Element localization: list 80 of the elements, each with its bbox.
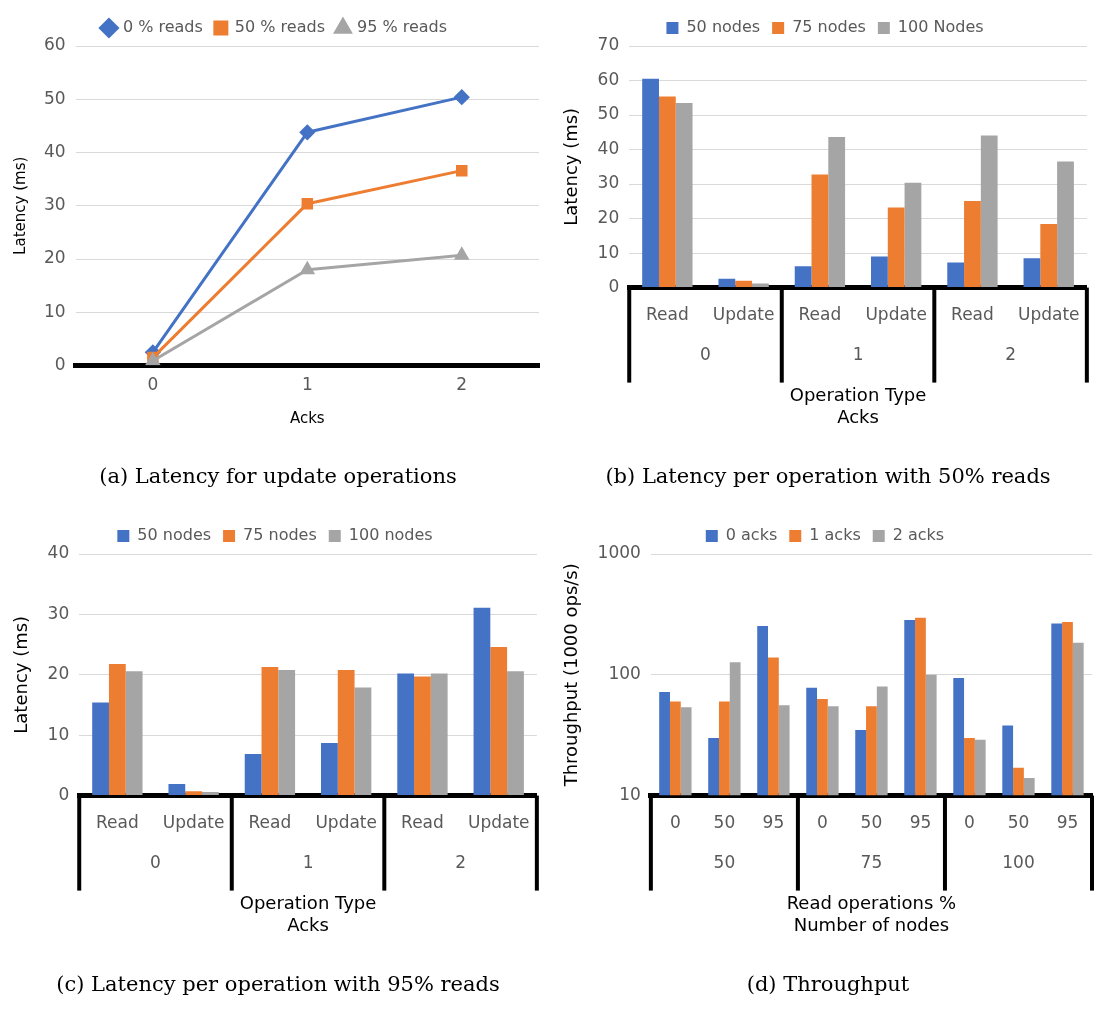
y-tick-label: 10 [619,784,641,805]
y-tick-label: 20 [597,206,620,227]
text: 2 [1005,344,1016,365]
x-tick-label: 95 [762,812,785,833]
y-tick-label: 10 [597,241,620,262]
x-tick-label: 95 [1056,812,1079,833]
x-tick-label: Update [865,304,927,325]
y-tick-label: 50 [597,103,620,124]
legend-label: 50 nodes [137,525,212,545]
y-tick-label: 40 [597,137,620,158]
y-tick-label: 10 [47,723,70,744]
legend-label: 100 nodes [348,525,433,545]
x-axis-title: Acks [289,409,325,428]
x-tick-label: 50 [1007,812,1030,833]
x-tick-label: Update [1017,304,1080,325]
legend-label: 2 acks [892,525,945,545]
x-tick-label: Update [712,304,775,325]
y-tick-label: 30 [597,172,620,193]
x-tick-label: Update [315,812,377,833]
y-axis-title: Latency (ms) [10,615,32,734]
y-tick-label: 10 [43,300,66,321]
x-tick-label: Read [248,812,292,833]
x-tick-label: 2 [456,374,468,395]
x-tick-label: Update [162,812,225,833]
x-tick-label: Read [96,812,139,833]
y-tick-label: 1000 [597,542,641,563]
y-tick-label: 70 [597,34,620,55]
x-tick-label: 50 [860,812,883,833]
y-axis-title: Throughput (1000 ops/s) [560,563,582,788]
x-tick-label: Read [401,812,444,833]
text: 1 [852,344,864,365]
y-tick-label: 60 [43,34,66,55]
x-tick-label: 1 [301,374,313,395]
x-tick-label: 0 [147,374,159,395]
legend-label: 0 % reads [122,17,203,37]
x-tick-label: 0 [669,812,681,833]
text: 0 [700,344,711,365]
x-tick-label: Read [646,304,689,325]
y-tick-label: 20 [43,247,66,268]
x-tick-label: 0 [817,812,828,833]
legend-label: 75 nodes [243,525,317,545]
x-axis-title: Read operations % Number of nodes [786,892,957,936]
text: 75 [860,852,883,873]
x-axis-title: Operation Type Acks [789,384,927,428]
y-axis-title: Latency (ms) [560,107,582,226]
y-tick-label: 100 [608,663,641,684]
y-tick-label: 0 [58,784,70,805]
legend-label: 50 % reads [234,17,325,37]
text: (c) Latency per operation with 95% reads [55,972,501,996]
text: 100 [1002,852,1035,873]
text: 1 [302,852,314,873]
text: 50 [713,852,736,873]
legend-label: 75 nodes [792,17,866,37]
x-tick-label: 50 [713,812,736,833]
y-axis-title: Latency (ms) [10,156,29,255]
y-tick-label: 0 [54,354,66,375]
x-tick-label: Read [798,304,842,325]
text: 2 [455,852,466,873]
x-tick-label: 95 [909,812,932,833]
x-tick-label: Read [951,304,994,325]
text: (b) Latency per operation with 50% reads [604,464,1052,488]
legend-label: 95 % reads [356,17,448,37]
text: 0 [150,852,161,873]
x-tick-label: 0 [964,812,975,833]
y-tick-label: 40 [47,542,70,563]
x-tick-label: Update [467,812,530,833]
y-tick-label: 30 [47,602,70,623]
legend-label: 100 Nodes [897,17,984,37]
y-tick-label: 0 [608,276,620,297]
text: (a) Latency for update operations [98,464,458,488]
text: (d) Throughput [745,972,911,996]
legend-label: 1 acks [809,525,861,545]
y-tick-label: 60 [597,68,620,89]
y-tick-label: 40 [43,140,66,161]
legend-label: 50 nodes [686,17,761,37]
y-tick-label: 30 [43,194,66,215]
y-tick-label: 20 [47,663,70,684]
x-axis-title: Operation Type Acks [239,892,377,936]
legend-label: 0 acks [725,525,778,545]
y-tick-label: 50 [43,87,66,108]
